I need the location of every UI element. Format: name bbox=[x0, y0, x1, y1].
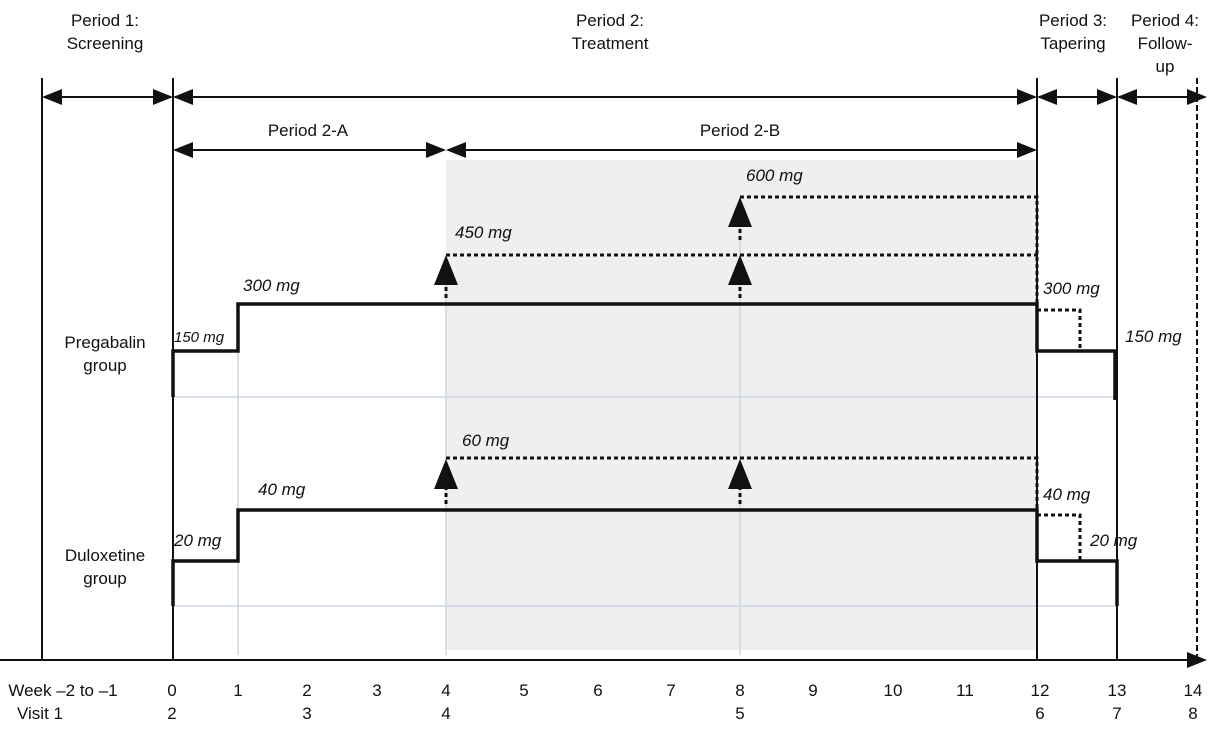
label: 7 bbox=[1112, 704, 1121, 723]
label: Follow- bbox=[1138, 34, 1193, 53]
label: 4 bbox=[441, 681, 450, 700]
label: 5 bbox=[519, 681, 528, 700]
label: 150 mg bbox=[1125, 327, 1182, 346]
label: Treatment bbox=[572, 34, 649, 53]
label: Screening bbox=[67, 34, 144, 53]
label: 3 bbox=[302, 704, 311, 723]
label: 300 mg bbox=[1043, 279, 1100, 298]
label: Period 4: bbox=[1131, 11, 1199, 30]
label: 7 bbox=[666, 681, 675, 700]
label: Period 2-B bbox=[700, 121, 780, 140]
label: 12 bbox=[1031, 681, 1050, 700]
label: 450 mg bbox=[455, 223, 512, 242]
label: up bbox=[1156, 57, 1175, 76]
label: Period 3: bbox=[1039, 11, 1107, 30]
label: Week –2 to –1 bbox=[8, 681, 117, 700]
label: group bbox=[83, 569, 126, 588]
period-arrows bbox=[42, 89, 1207, 158]
label: 9 bbox=[808, 681, 817, 700]
label: 600 mg bbox=[746, 166, 803, 185]
label: 150 mg bbox=[174, 329, 225, 346]
label: 40 mg bbox=[1043, 485, 1091, 504]
escalation-arrows bbox=[434, 197, 752, 504]
label: 8 bbox=[1188, 704, 1197, 723]
label: Pregabalin bbox=[64, 333, 145, 352]
label: 2 bbox=[302, 681, 311, 700]
label: 5 bbox=[735, 704, 744, 723]
label: 4 bbox=[441, 704, 450, 723]
label: 14 bbox=[1184, 681, 1203, 700]
label: Period 2-A bbox=[268, 121, 349, 140]
label: 6 bbox=[1035, 704, 1044, 723]
label: 6 bbox=[593, 681, 602, 700]
labels: Period 1: Screening Period 2: Treatment Peri… bbox=[8, 11, 1202, 723]
label: Duloxetine bbox=[65, 546, 145, 565]
label: Period 1: bbox=[71, 11, 139, 30]
label: group bbox=[83, 356, 126, 375]
label: 20 mg bbox=[1089, 531, 1138, 550]
label: 20 mg bbox=[173, 531, 222, 550]
label: 60 mg bbox=[462, 431, 510, 450]
label: 10 bbox=[884, 681, 903, 700]
label: 11 bbox=[956, 681, 974, 700]
label: 300 mg bbox=[243, 276, 300, 295]
label: 13 bbox=[1108, 681, 1127, 700]
label: 2 bbox=[167, 704, 176, 723]
label: 1 bbox=[233, 681, 242, 700]
label: 3 bbox=[372, 681, 381, 700]
label: Period 2: bbox=[576, 11, 644, 30]
label: Visit 1 bbox=[17, 704, 63, 723]
label: 40 mg bbox=[258, 480, 306, 499]
label: 0 bbox=[167, 681, 176, 700]
label: Tapering bbox=[1040, 34, 1105, 53]
label: 8 bbox=[735, 681, 744, 700]
dose-steps bbox=[171, 302, 1119, 606]
period-2b-shade bbox=[446, 160, 1037, 650]
